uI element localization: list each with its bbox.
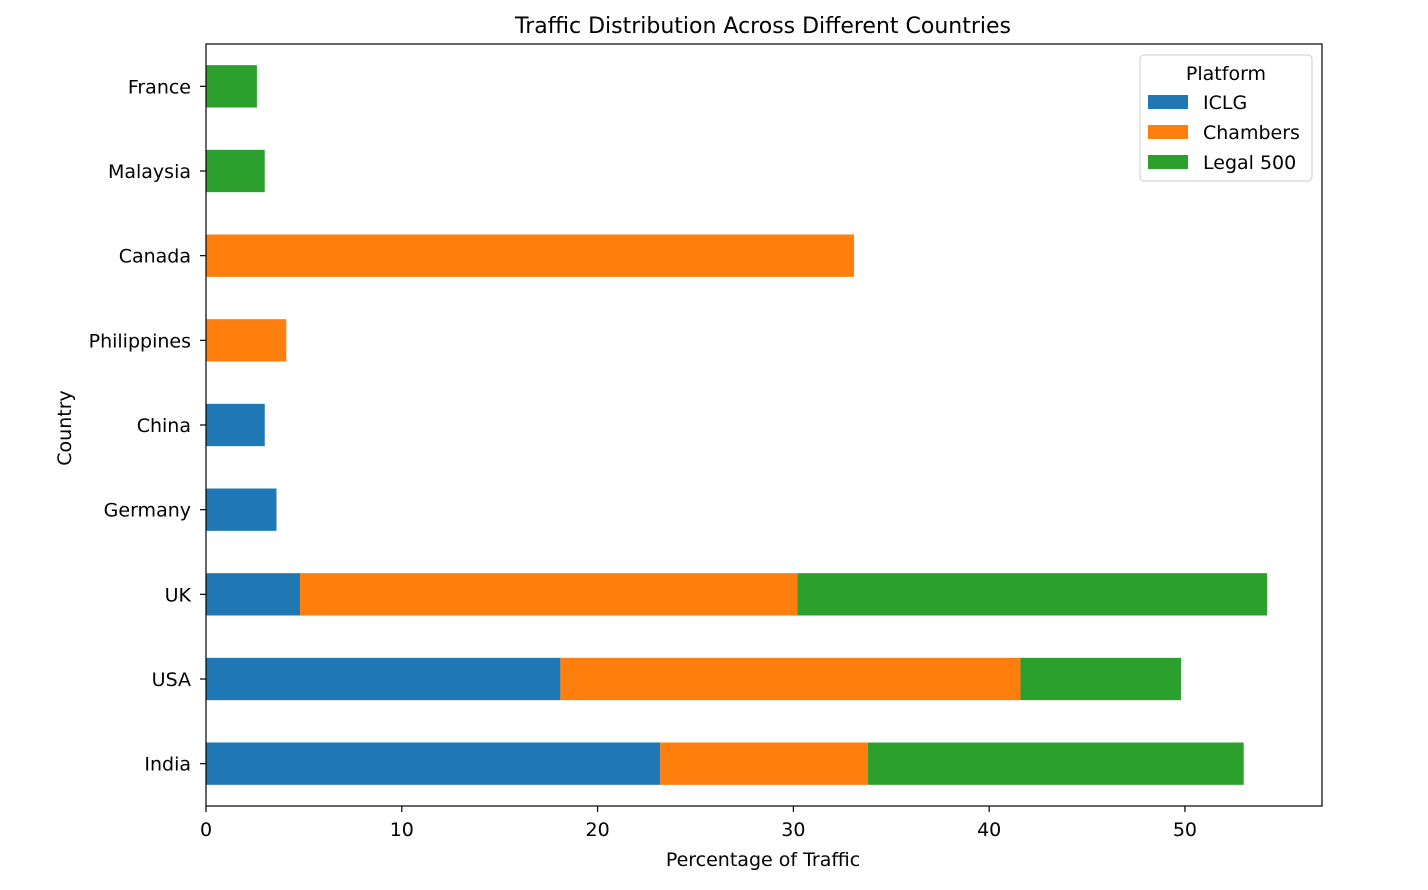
bar-malaysia-legal-500 <box>206 149 265 193</box>
y-tick-label: Philippines <box>89 330 191 352</box>
bar-india-legal-500 <box>867 742 1244 785</box>
bar-china-iclg <box>206 403 265 447</box>
y-tick-label: India <box>144 754 191 776</box>
y-tick-label: USA <box>152 669 191 691</box>
y-tick-label: UK <box>165 584 192 606</box>
legend-swatch-iclg <box>1148 95 1188 109</box>
x-tick-label: 40 <box>977 819 1001 841</box>
legend-label-legal-500: Legal 500 <box>1203 152 1296 174</box>
x-axis-ticks: 0 10 20 30 40 50 <box>200 806 1197 841</box>
bar-germany-iclg <box>206 488 277 531</box>
bar-canada-chambers <box>206 234 855 277</box>
bar-uk-chambers <box>299 573 798 616</box>
x-axis-label: Percentage of Traffic <box>666 849 860 871</box>
bar-india-chambers <box>660 742 868 785</box>
chart-title: Traffic Distribution Across Different Co… <box>514 14 1011 39</box>
bar-uk-iclg <box>206 573 300 616</box>
legend-box <box>1139 54 1313 182</box>
bar-usa-iclg <box>206 657 561 701</box>
legend: Platform ICLG Chambers Legal 500 <box>1139 54 1313 182</box>
legend-swatch-chambers <box>1148 125 1188 139</box>
bars-group <box>206 65 1268 785</box>
bar-usa-legal-500 <box>1020 657 1182 701</box>
bar-uk-legal-500 <box>797 573 1268 616</box>
x-tick-label: 20 <box>585 819 609 841</box>
x-tick-label: 10 <box>390 819 414 841</box>
x-tick-label: 50 <box>1173 819 1197 841</box>
y-tick-label: Germany <box>104 500 191 522</box>
y-axis-ticks: India USA UK Germany China Philippines Canada M… <box>89 76 206 776</box>
y-tick-label: Canada <box>119 246 191 268</box>
y-tick-label: China <box>137 415 191 437</box>
bar-india-iclg <box>206 742 661 785</box>
legend-swatch-legal-500 <box>1148 155 1188 169</box>
legend-label-iclg: ICLG <box>1203 92 1247 114</box>
y-axis-label: Country <box>54 390 76 465</box>
x-tick-label: 30 <box>781 819 805 841</box>
bar-france-legal-500 <box>206 65 257 108</box>
y-tick-label: Malaysia <box>108 161 191 183</box>
legend-label-chambers: Chambers <box>1203 122 1300 144</box>
bar-usa-chambers <box>560 657 1021 701</box>
y-tick-label: France <box>128 76 191 98</box>
legend-title: Platform <box>1186 63 1266 85</box>
x-tick-label: 0 <box>200 819 212 841</box>
bar-philippines-chambers <box>206 319 287 362</box>
